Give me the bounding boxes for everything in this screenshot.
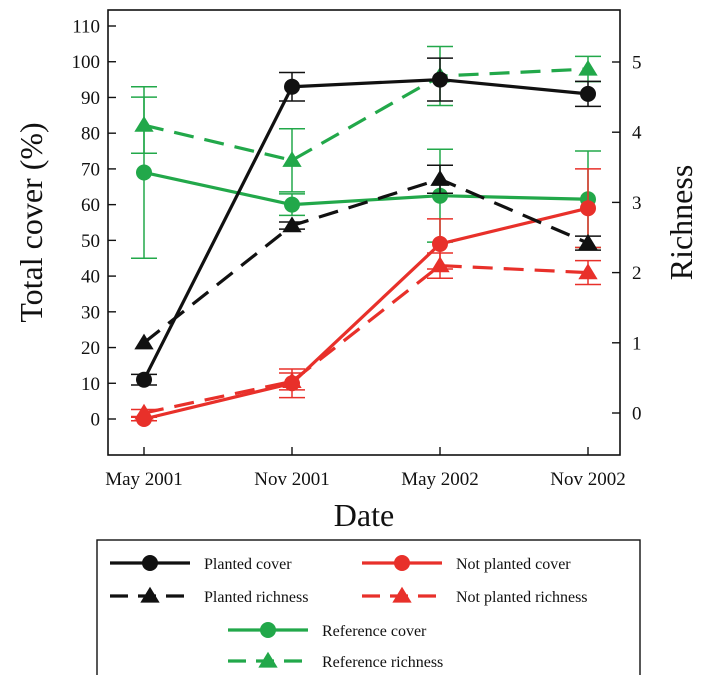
data-point — [578, 263, 598, 280]
legend-label: Not planted cover — [456, 556, 571, 573]
legend-marker — [258, 651, 278, 668]
y-tick-label: 60 — [81, 195, 100, 216]
series-reference-cover — [131, 85, 601, 259]
series-line — [142, 77, 589, 381]
data-point — [432, 71, 448, 88]
data-point — [136, 371, 152, 388]
y2-tick-label: 3 — [632, 193, 642, 214]
y-tick-label: 20 — [81, 338, 100, 359]
data-point — [136, 164, 152, 181]
legend-label: Reference richness — [322, 654, 443, 671]
data-point — [432, 187, 448, 204]
y-tick-label: 50 — [81, 231, 100, 252]
legend-entry-reference-richness: Reference richness — [228, 651, 443, 671]
series-reference-richness — [131, 45, 601, 193]
series-not-planted-richness — [131, 252, 601, 420]
data-point — [134, 333, 154, 350]
series-planted-richness — [134, 164, 601, 350]
y-tick-label: 10 — [81, 374, 100, 395]
series-line — [143, 170, 589, 207]
y-tick-label: 30 — [81, 302, 100, 323]
legend-label: Reference cover — [322, 623, 427, 640]
x-tick-label: May 2001 — [105, 469, 183, 490]
data-point — [284, 78, 300, 95]
data-point — [430, 256, 450, 273]
y2-tick-label: 2 — [632, 263, 642, 284]
series-line — [143, 206, 589, 421]
x-tick-label: Nov 2002 — [550, 469, 625, 490]
legend-entry-reference-cover: Reference cover — [228, 622, 427, 640]
axes: 0 10 20 30 40 50 60 70 80 90 100 110 0 1 2 3 4 5 May 2001 N… — [13, 9, 699, 533]
data-point — [134, 403, 154, 420]
x-axis-title: Date — [334, 497, 394, 533]
data-point — [432, 235, 448, 252]
legend-marker — [140, 586, 160, 603]
plot-frame — [107, 9, 621, 456]
legend-entry-planted-richness: Planted richness — [110, 586, 308, 606]
y-tick-label: 90 — [81, 88, 100, 109]
legend-label: Not planted richness — [456, 589, 588, 606]
series-line — [143, 263, 589, 415]
y-axis-title: Total cover (%) — [13, 122, 49, 322]
data-point — [578, 233, 598, 250]
y-tick-label: 110 — [72, 17, 100, 38]
y2-axis-title: Richness — [663, 165, 699, 281]
y-tick-label: 70 — [81, 159, 100, 180]
series-line — [143, 177, 589, 345]
legend-marker — [260, 622, 276, 638]
legend-label: Planted richness — [204, 589, 308, 606]
legend-marker — [392, 586, 412, 603]
y2-tick-label: 4 — [632, 123, 642, 144]
data-point — [578, 59, 598, 76]
series-line — [143, 67, 589, 162]
y-tick-label: 100 — [72, 52, 101, 73]
y2-tick-label: 0 — [632, 404, 642, 425]
data-point — [284, 196, 300, 213]
x-tick-label: May 2002 — [401, 469, 479, 490]
legend-label: Planted cover — [204, 556, 292, 573]
legend: Planted cover Planted richness Not planted… — [96, 539, 641, 675]
series-layer — [131, 45, 601, 427]
legend-marker — [142, 555, 158, 571]
y-tick-label: 0 — [91, 410, 101, 431]
data-point — [282, 372, 302, 389]
y2-tick-label: 1 — [632, 333, 642, 354]
series-planted-cover — [131, 57, 601, 388]
y2-tick-label: 5 — [632, 53, 642, 74]
x-tick-label: Nov 2001 — [254, 469, 329, 490]
data-point — [430, 170, 450, 186]
data-point — [580, 85, 596, 102]
y-tick-label: 80 — [81, 124, 100, 145]
data-point — [134, 115, 154, 132]
legend-entry-planted-cover: Planted cover — [110, 555, 292, 573]
data-point — [282, 216, 302, 233]
legend-entry-not-planted-richness: Not planted richness — [362, 586, 588, 606]
legend-entry-not-planted-cover: Not planted cover — [362, 555, 571, 573]
data-point — [580, 200, 596, 217]
data-point — [282, 151, 302, 167]
legend-marker — [394, 555, 410, 571]
y-tick-label: 40 — [81, 267, 100, 288]
